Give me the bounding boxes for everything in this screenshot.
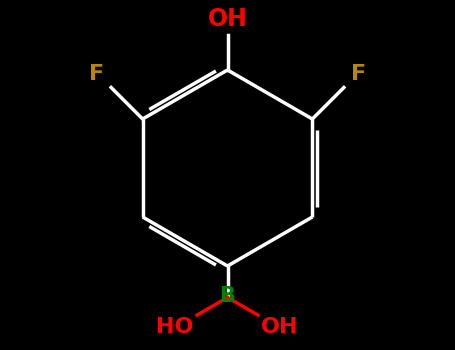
Text: HO: HO xyxy=(156,317,194,337)
Text: F: F xyxy=(351,64,366,84)
Text: B: B xyxy=(220,286,235,306)
Text: OH: OH xyxy=(261,317,299,337)
Text: F: F xyxy=(89,64,104,84)
Text: OH: OH xyxy=(207,7,248,32)
